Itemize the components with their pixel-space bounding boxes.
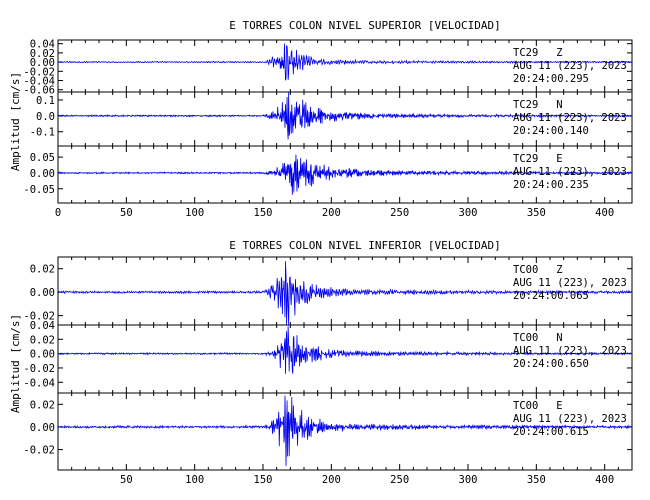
waveform-tc00-e bbox=[57, 395, 633, 467]
station-name: TC00 bbox=[513, 264, 538, 276]
station-name: TC00 bbox=[513, 332, 538, 344]
y-tick-label: -0.02 bbox=[23, 66, 55, 78]
component-name: E bbox=[556, 153, 562, 165]
record-date: AUG 11 (223), 2023 bbox=[513, 112, 627, 124]
component-name: Z bbox=[556, 264, 562, 276]
station-name: TC29 bbox=[513, 47, 538, 59]
y-tick-label: 0.00 bbox=[30, 349, 55, 361]
y-tick-label: 0.00 bbox=[30, 168, 55, 180]
component-name: E bbox=[556, 400, 562, 412]
station-label: TC00 N bbox=[513, 332, 563, 344]
x-tick-label: 150 bbox=[254, 474, 273, 486]
y-tick-label: -0.02 bbox=[23, 363, 55, 375]
chart-title: E TORRES COLON NIVEL INFERIOR [VELOCIDAD… bbox=[229, 239, 501, 252]
x-tick-label: 50 bbox=[120, 207, 133, 219]
record-date: AUG 11 (223), 2023 bbox=[513, 166, 627, 178]
waveform-tc29-z bbox=[57, 43, 633, 81]
station-label: TC00 E bbox=[513, 400, 563, 412]
record-time: 20:24:00.615 bbox=[513, 426, 589, 438]
component-name: N bbox=[556, 99, 562, 111]
record-time: 20:24:00.140 bbox=[513, 125, 589, 137]
y-tick-label: 0.02 bbox=[30, 48, 55, 60]
x-tick-label: 350 bbox=[527, 474, 546, 486]
x-tick-label: 250 bbox=[390, 474, 409, 486]
y-tick-label: -0.02 bbox=[23, 445, 55, 457]
y-tick-label: 0.02 bbox=[30, 334, 55, 346]
record-date: AUG 11 (223), 2023 bbox=[513, 277, 627, 289]
x-tick-label: 0 bbox=[55, 207, 61, 219]
record-time: 20:24:00.065 bbox=[513, 290, 589, 302]
x-tick-label: 400 bbox=[595, 474, 614, 486]
x-tick-label: 250 bbox=[390, 207, 409, 219]
y-tick-label: 0.04 bbox=[30, 39, 55, 51]
record-date: AUG 11 (223), 2023 bbox=[513, 345, 627, 357]
y-tick-label: -0.1 bbox=[30, 127, 55, 139]
chart-title: E TORRES COLON NIVEL SUPERIOR [VELOCIDAD… bbox=[229, 19, 501, 32]
record-date: AUG 11 (223), 2023 bbox=[513, 60, 627, 72]
record-date: AUG 11 (223), 2023 bbox=[513, 413, 627, 425]
y-tick-label: 0.1 bbox=[36, 95, 55, 107]
station-label: TC29 N bbox=[513, 99, 563, 111]
y-axis-label: Amplitud [cm/s] bbox=[9, 72, 22, 171]
waveform-tc29-n bbox=[57, 91, 633, 140]
y-tick-label: 0.00 bbox=[30, 57, 55, 69]
waveform-tc29-e bbox=[57, 154, 633, 195]
record-time: 20:24:00.235 bbox=[513, 179, 589, 191]
y-tick-label: 0.02 bbox=[30, 399, 55, 411]
record-time: 20:24:00.295 bbox=[513, 73, 589, 85]
x-tick-label: 400 bbox=[595, 207, 614, 219]
x-tick-label: 150 bbox=[254, 207, 273, 219]
x-tick-label: 200 bbox=[322, 207, 341, 219]
y-tick-label: -0.06 bbox=[23, 85, 55, 97]
y-tick-label: -0.02 bbox=[23, 311, 55, 323]
y-tick-label: 0.05 bbox=[30, 152, 55, 164]
y-tick-label: -0.04 bbox=[23, 377, 55, 389]
x-tick-label: 100 bbox=[185, 207, 204, 219]
component-name: Z bbox=[556, 47, 562, 59]
x-tick-label: 200 bbox=[322, 474, 341, 486]
y-tick-label: 0.04 bbox=[30, 320, 55, 332]
station-name: TC29 bbox=[513, 99, 538, 111]
waveform-tc00-z bbox=[57, 261, 633, 326]
x-tick-label: 300 bbox=[459, 474, 478, 486]
x-tick-label: 50 bbox=[120, 474, 133, 486]
component-name: N bbox=[556, 332, 562, 344]
station-label: TC00 Z bbox=[513, 264, 563, 276]
y-tick-label: -0.05 bbox=[23, 184, 55, 196]
y-tick-label: 0.00 bbox=[30, 422, 55, 434]
waveform-tc00-n bbox=[57, 326, 633, 374]
x-tick-label: 350 bbox=[527, 207, 546, 219]
y-tick-label: 0.0 bbox=[36, 111, 55, 123]
station-label: TC29 E bbox=[513, 153, 563, 165]
y-axis-label: Amplitud [cm/s] bbox=[9, 314, 22, 413]
y-tick-label: -0.04 bbox=[23, 75, 55, 87]
y-tick-label: 0.00 bbox=[30, 287, 55, 299]
x-tick-label: 300 bbox=[459, 207, 478, 219]
station-label: TC29 Z bbox=[513, 47, 563, 59]
x-tick-label: 100 bbox=[185, 474, 204, 486]
station-name: TC00 bbox=[513, 400, 538, 412]
record-time: 20:24:00.650 bbox=[513, 358, 589, 370]
station-name: TC29 bbox=[513, 153, 538, 165]
y-tick-label: 0.02 bbox=[30, 264, 55, 276]
